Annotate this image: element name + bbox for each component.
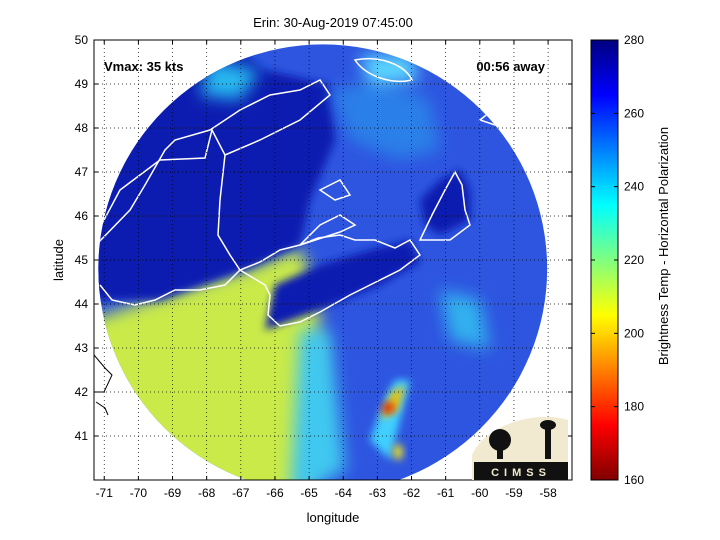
x-tick-label: -63	[369, 486, 387, 500]
coastline-cape-breton	[418, 170, 471, 241]
x-tick-label: -71	[96, 486, 114, 500]
time-away-annotation: 00:56 away	[476, 59, 545, 74]
x-tick-label: -66	[266, 486, 284, 500]
coastline-st-lawrence	[98, 79, 331, 246]
plot-area	[94, 40, 572, 480]
gulf-field	[330, 80, 440, 160]
y-tick-label: 48	[75, 121, 89, 135]
y-tick-label: 45	[75, 253, 89, 267]
colorbar-tick-label: 220	[624, 253, 644, 267]
x-tick-label: -64	[335, 486, 353, 500]
colorbar-tick-label: 240	[624, 180, 644, 194]
colorbar-tick-label: 200	[624, 326, 644, 340]
x-tick-label: -69	[164, 486, 182, 500]
transition-field	[290, 330, 345, 480]
colorbar-tick-label: 280	[624, 33, 644, 47]
colorbar-tick-label: 160	[624, 473, 644, 487]
grid	[94, 40, 572, 480]
y-tick-label: 41	[75, 429, 89, 443]
y-tick-label: 50	[75, 33, 89, 47]
x-tick-label: -65	[300, 486, 318, 500]
convection-core	[382, 403, 394, 413]
cimss-logo-text: CIMSS	[491, 467, 551, 479]
x-tick-label: -61	[437, 486, 455, 500]
colorbar-tick-label: 180	[624, 400, 644, 414]
x-tick-label: -60	[471, 486, 489, 500]
chart-title: Erin: 30-Aug-2019 07:45:00	[253, 15, 413, 30]
y-tick-label: 46	[75, 209, 89, 223]
x-axis: -71 -70 -69 -68 -67 -66 -65 -64 -63 -62 -61 -60 -59 -…	[96, 40, 557, 500]
y-tick-label: 42	[75, 385, 89, 399]
colorbar-label: Brightness Temp - Horizontal Polarizatio…	[656, 127, 671, 365]
land-field-capebreton	[420, 170, 470, 235]
y-tick-label: 43	[75, 341, 89, 355]
x-tick-label: -62	[403, 486, 421, 500]
x-axis-label: longitude	[307, 510, 360, 525]
land-field-novascotia	[265, 240, 420, 330]
cimss-logo: CIMSS	[472, 416, 568, 480]
y-axis-label: latitude	[51, 239, 66, 281]
colorbar-tick-label: 260	[624, 106, 644, 120]
coastline-cape-cod	[94, 354, 113, 416]
coastline-magdalen	[318, 179, 352, 201]
coastline-pei	[299, 214, 357, 246]
y-tick-label: 47	[75, 165, 89, 179]
x-tick-label: -58	[539, 486, 557, 500]
x-tick-label: -67	[232, 486, 250, 500]
coastlines	[98, 58, 521, 327]
coastline-anticosti	[353, 58, 414, 82]
cold-patch-east	[440, 290, 490, 350]
x-tick-label: -59	[505, 486, 523, 500]
y-axis: 41 42 43 44 45 46 47 48 49 50	[75, 33, 572, 443]
x-tick-label: -70	[130, 486, 148, 500]
convection-cell-south	[393, 444, 403, 460]
vmax-annotation: Vmax: 35 kts	[104, 59, 184, 74]
coastline-new-brunswick-maine	[98, 127, 241, 306]
x-tick-label: -68	[198, 486, 216, 500]
colorbar-axis: 160 180 200 220 240 260 280	[591, 33, 644, 487]
y-tick-label: 44	[75, 297, 89, 311]
cold-patch-anticosti	[360, 55, 420, 85]
y-tick-label: 49	[75, 77, 89, 91]
colorbar	[590, 39, 619, 481]
